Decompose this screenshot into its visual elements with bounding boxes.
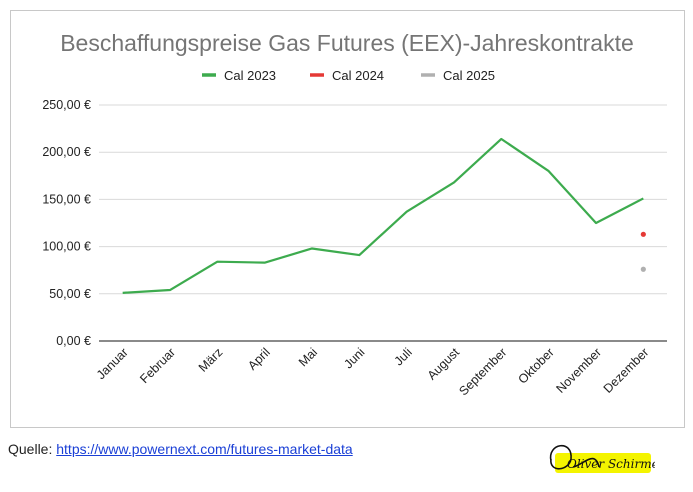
legend-label: Cal 2025 — [443, 68, 495, 83]
signature-text: Oliver Schirmer — [567, 457, 655, 471]
signature: Oliver Schirmer — [543, 437, 666, 479]
source-label: Quelle: — [8, 441, 53, 457]
x-tick-label: April — [245, 345, 273, 373]
y-axis: 0,00 € 50,00 € 100,00 € 150,00 € 200,00 € 250… — [42, 98, 91, 348]
signature-graphic: Oliver Schirmer — [549, 444, 666, 473]
grid — [99, 104, 667, 342]
data-point-cal-2024 — [640, 231, 646, 237]
data-point-cal-2025 — [640, 266, 646, 272]
gas-futures-chart: Beschaffungspreise Gas Futures (EEX)-Jah… — [42, 30, 667, 399]
x-tick-label: März — [196, 345, 226, 375]
source-note: Quelle: https://www.powernext.com/future… — [8, 441, 353, 457]
chart-title: Beschaffungspreise Gas Futures (EEX)-Jah… — [60, 30, 634, 56]
x-axis: Januar Februar März April Mai Juni Juli AugustS… — [94, 345, 652, 399]
x-tick-label: Juni — [341, 345, 367, 371]
chart-frame: Beschaffungspreise Gas Futures (EEX)-Jah… — [10, 10, 685, 428]
y-tick-label: 100,00 € — [42, 240, 91, 254]
legend-label: Cal 2024 — [332, 68, 384, 83]
x-tick-label: Januar — [94, 345, 131, 382]
x-tick-label: Oktober — [515, 345, 556, 386]
x-tick-label: Mai — [296, 345, 320, 369]
x-tick-label: Dezember — [601, 345, 652, 396]
x-tick-label: August — [425, 345, 463, 383]
x-tick-label: November — [553, 345, 604, 396]
y-tick-label: 200,00 € — [42, 145, 91, 159]
legend-label: Cal 2023 — [224, 68, 276, 83]
y-tick-label: 50,00 € — [49, 287, 91, 301]
y-tick-label: 150,00 € — [42, 192, 91, 206]
source-link[interactable]: https://www.powernext.com/futures-market… — [56, 441, 353, 457]
y-tick-label: 250,00 € — [42, 98, 91, 112]
x-tick-label: Februar — [137, 345, 178, 386]
x-tick-label: Juli — [392, 345, 415, 368]
series-line-cal-2023 — [122, 137, 644, 294]
legend: Cal 2023 Cal 2024 Cal 2025 — [202, 68, 495, 83]
y-tick-label: 0,00 € — [56, 334, 91, 348]
x-tick-label: September — [456, 345, 509, 398]
series-group — [122, 137, 646, 294]
